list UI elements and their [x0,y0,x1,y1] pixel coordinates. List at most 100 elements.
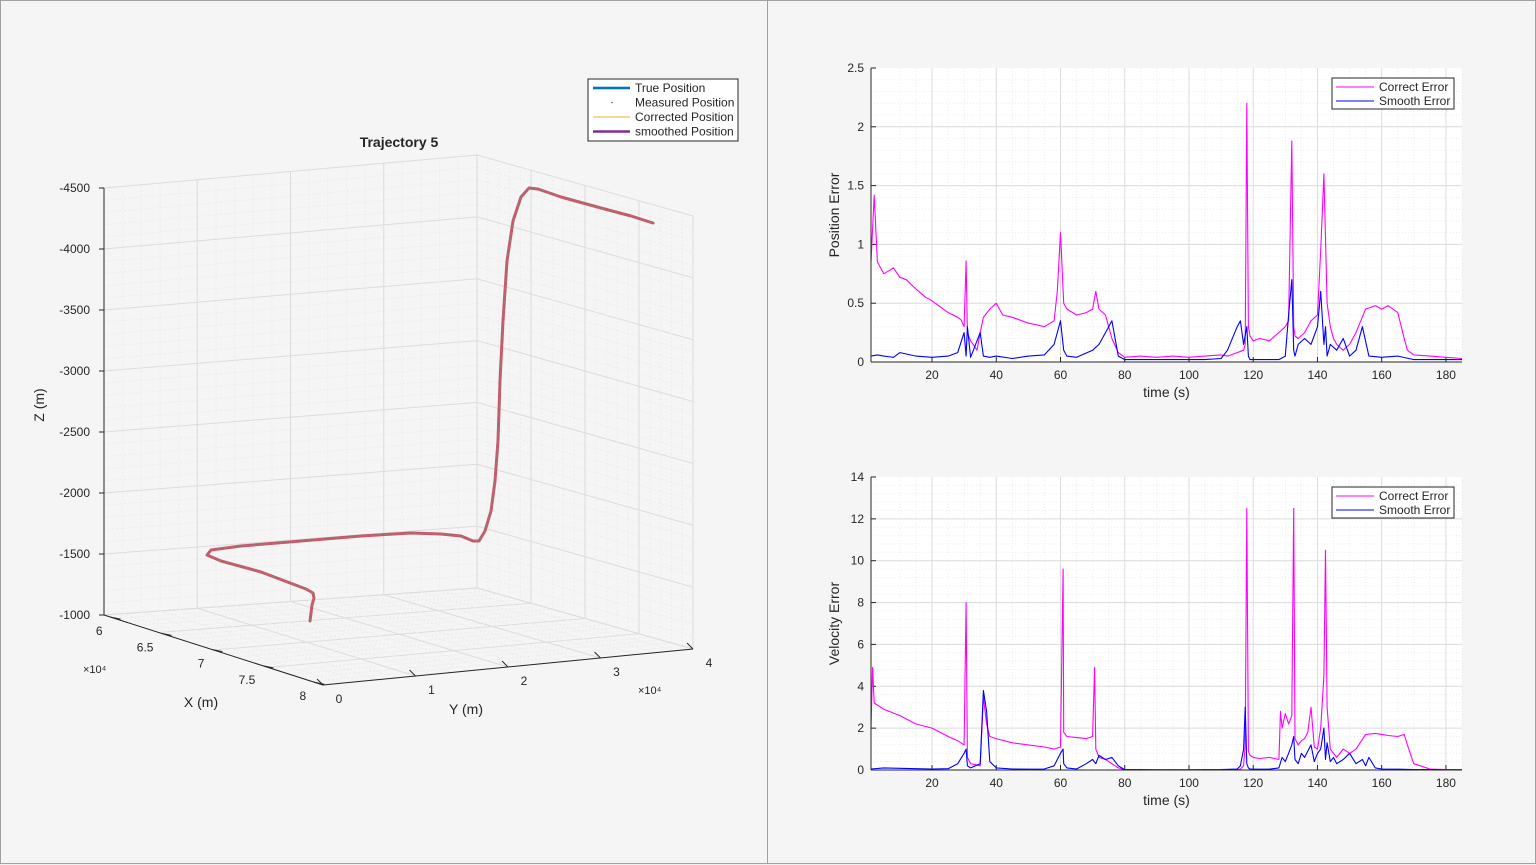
y-tick [316,678,324,686]
x-tick-label: 140 [1307,776,1327,790]
y-tick [686,642,694,650]
trajectory-axes: -4500 -4000 -3500 -3000 -2500 -2000 -1500 -1000… [59,181,712,706]
grid-line [290,601,509,668]
x-tick-label: 40 [990,368,1004,382]
x-tick-label: 80 [1118,776,1132,790]
y-tick-label: 0 [336,692,343,706]
z-tick-label: -3000 [59,364,90,378]
y-exponent: ×10⁴ [638,685,662,697]
z-tick-label: -2500 [59,425,90,439]
y-tick-label: 6 [857,637,864,651]
y-tick-label: 4 [706,656,713,670]
z-tick-label: -4500 [59,181,90,195]
legend-label: smoothed Position [635,125,734,139]
y-tick-label: 1 [428,683,435,697]
x-tick-label: 180 [1436,368,1456,382]
grid-line [327,598,546,664]
x-tick-label: 80 [1118,368,1132,382]
grid-line [309,599,527,666]
y-tick-label: 0.5 [847,296,864,310]
legend-label: True Position [635,81,705,95]
plot-area [871,477,1462,770]
grid-line [253,603,472,672]
y-tick [594,651,601,659]
x-tick-label: 120 [1243,776,1263,790]
x-tick [161,632,172,636]
grid-line [197,607,416,677]
y-tick-label: 0 [857,763,864,777]
trajectory-panel: -4500 -4000 -3500 -3000 -2500 -2000 -1500 -1000… [0,0,768,864]
y-tick-label: 4 [857,679,864,693]
legend-label: Measured Position [635,96,734,110]
x-tick-label: 6 [96,624,103,638]
x-tick-label: 20 [925,776,939,790]
series-line [870,102,1463,360]
y-tick-label: 2 [521,674,528,688]
x-tick-label: 60 [1054,368,1068,382]
y-axis-label: Position Error [826,172,842,257]
grid-line [103,191,478,226]
grid-line [402,592,620,657]
trajectory-3d-plot: -4500 -4000 -3500 -3000 -2500 -2000 -1500 -1000… [31,78,739,717]
legend-label: Correct Error [1379,489,1448,503]
z-tick-label: -1500 [59,547,90,561]
x-tick-label: 6.5 [137,640,154,654]
x-tick-label: 100 [1179,776,1199,790]
grid-line [346,596,564,663]
y-tick-label: 3 [613,665,620,679]
z-tick-label: -1000 [59,608,90,622]
legend-label: Correct Error [1379,80,1448,94]
grid-line [271,602,490,670]
legend-label: Smooth Error [1379,94,1450,108]
y-tick-label: 2.5 [847,61,864,75]
x-tick-label: 40 [990,776,1004,790]
y-tick-label: 14 [851,470,865,484]
grid-line [420,591,638,655]
grid-line [383,594,601,659]
y-tick-label: 0 [857,355,864,369]
grid-line [364,595,583,661]
x-tick-label: 180 [1436,776,1456,790]
x-tick-label: 7.5 [239,673,256,687]
trajectory-title: Trajectory 5 [360,134,439,150]
y-tick-label: 1.5 [847,179,864,193]
y-tick [409,669,416,677]
series-line [870,689,1462,771]
grid-line [103,179,478,213]
grid-line [234,605,453,673]
error-panel: 20 40 60 80 100 120 140 160 180 0 0.5 1 1.5 2 2.5 time … [768,0,1536,864]
legend-marker [611,101,613,104]
x-tick-label: 60 [1054,776,1068,790]
plot-area [871,68,1462,362]
legend-label: Corrected Position [635,110,734,124]
y-axis-label: Velocity Error [826,582,842,666]
x-tick-label: 140 [1307,368,1327,382]
x-tick [212,649,223,653]
z-tick-label: -3500 [59,303,90,317]
y-tick-label: 12 [851,512,865,526]
series-line [870,279,1462,361]
x-axis-label: time (s) [1143,792,1190,808]
legend-box [1331,486,1455,519]
y-tick-label: 10 [851,554,865,568]
legend-box [1331,77,1455,110]
trajectory-line-overlay [206,187,654,622]
grid-line [476,587,694,650]
y-tick-label: 2 [857,721,864,735]
x-tick-label: 160 [1372,368,1392,382]
x-tick [110,616,121,620]
y-axis-label: Y (m) [449,701,483,717]
trajectory-grid [103,154,694,686]
x-tick-label: 8 [300,689,307,703]
z-tick-label: -4000 [59,242,90,256]
y-tick-label: 8 [857,596,864,610]
x-exponent: ×10⁴ [83,664,107,676]
x-tick-label: 20 [925,368,939,382]
y-tick-label: 2 [857,120,864,134]
y-tick [501,660,509,668]
x-tick [263,665,274,669]
velocity-error-chart: 20 40 60 80 100 120 140 160 180 0 2 4 6 8 10 12 14 time (… [826,470,1463,808]
position-error-chart: 20 40 60 80 100 120 140 160 180 0 0.5 1 1.5 2 2.5 time … [826,61,1463,400]
x-axis-label: time (s) [1143,384,1190,400]
